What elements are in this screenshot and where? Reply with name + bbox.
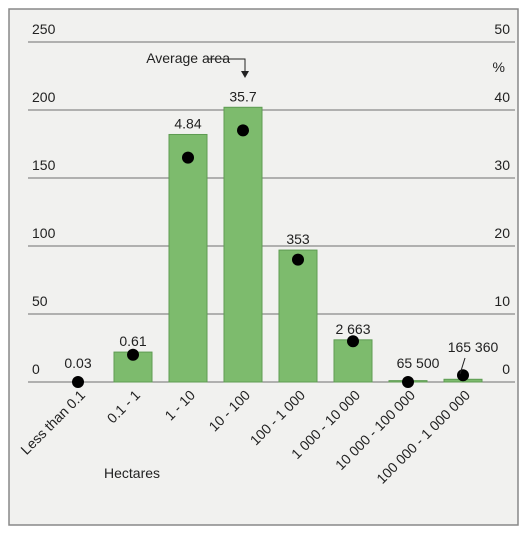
bar-label: 0.03 (64, 355, 91, 371)
bar-label: 0.61 (119, 333, 146, 349)
y2-tick-label: 0 (502, 361, 510, 377)
dot (237, 124, 249, 137)
bar-label: 2 663 (335, 321, 370, 337)
y2-tick-label: 30 (494, 157, 510, 173)
bar (168, 133, 208, 383)
frame (8, 8, 519, 526)
bar-label: 65 500 (397, 355, 440, 371)
y2-tick-label: 40 (494, 89, 510, 105)
bar-label: 353 (286, 231, 310, 247)
annotation-leader (459, 357, 466, 375)
bar (278, 249, 318, 383)
dot (127, 348, 139, 361)
x-axis-label: Hectares (104, 465, 160, 481)
y2-axis-label: % (493, 59, 505, 75)
y-tick-label: 150 (32, 157, 56, 173)
bar-label: 4.84 (174, 115, 201, 131)
y-tick-label: 200 (32, 89, 56, 105)
y2-tick-label: 50 (494, 21, 510, 37)
y-tick-label: 100 (32, 225, 56, 241)
dot (182, 151, 194, 164)
y2-tick-label: 10 (494, 293, 510, 309)
dot (457, 369, 469, 382)
arrow-head (241, 71, 249, 78)
annotation: Average area (146, 50, 230, 66)
y-tick-label: 50 (32, 293, 48, 309)
annotation-arrow (205, 58, 246, 72)
dot (72, 376, 84, 388)
y2-tick-label: 20 (494, 225, 510, 241)
dot (402, 376, 414, 388)
dot (292, 253, 304, 266)
bar-label: 165 360 (448, 339, 499, 355)
y-tick-label: 250 (32, 21, 56, 37)
y-tick-label: 0 (32, 361, 40, 377)
dot (347, 335, 359, 348)
bar (223, 106, 263, 383)
bar-label: 35.7 (229, 88, 256, 104)
